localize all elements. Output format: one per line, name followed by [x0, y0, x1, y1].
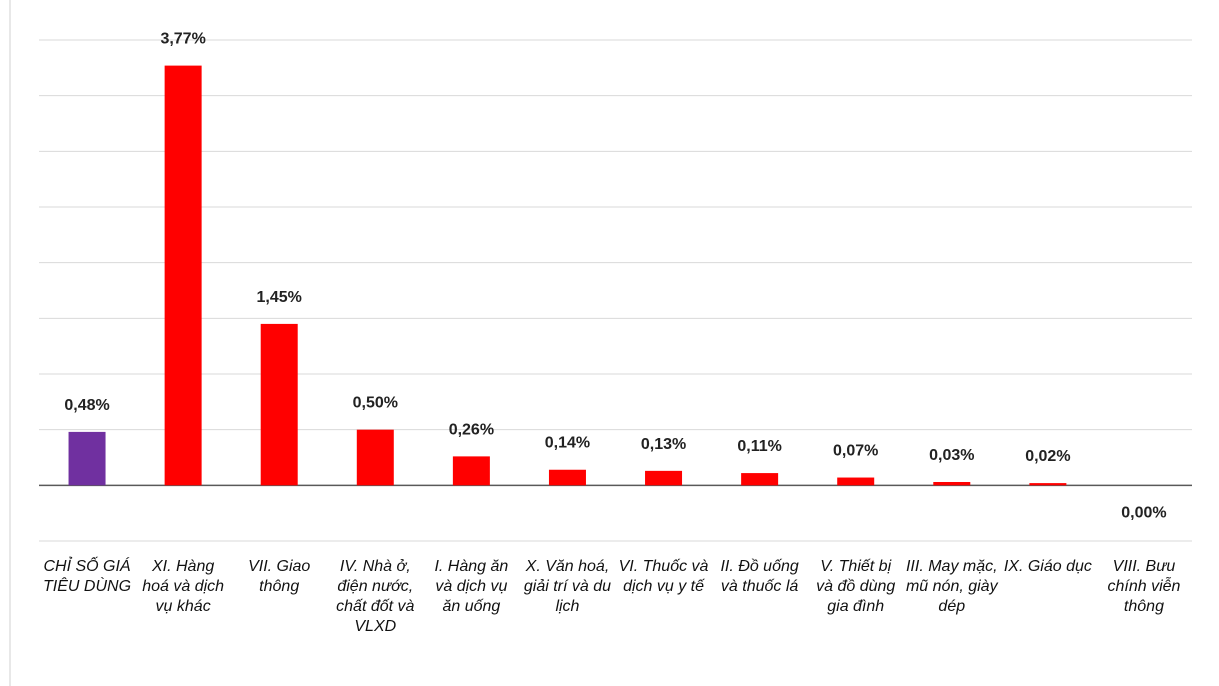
value-label: 0,02%: [1025, 448, 1070, 465]
bar: [837, 477, 875, 486]
bar: [1029, 483, 1067, 486]
bar: [933, 481, 971, 486]
bar: [548, 469, 586, 486]
value-label: 1,45%: [257, 289, 302, 306]
value-label: 0,03%: [929, 447, 974, 464]
x-tick-label: VII. Giao thông: [248, 558, 311, 595]
x-tick-label: VI. Thuốc và dịch vụ y tế: [618, 558, 709, 595]
x-tick-label: CHỈ SỐ GIÁ TIÊU DÙNG: [43, 558, 132, 595]
bar: [452, 456, 490, 486]
value-label: 0,26%: [449, 421, 494, 438]
x-tick-label: II. Đồ uống và thuốc lá: [720, 558, 799, 595]
x-tick-label: IV. Nhà ở, điện nước, chất đốt và VLXD: [336, 558, 415, 635]
x-tick-label: V. Thiết bị và đồ dùng gia đình: [816, 558, 896, 615]
value-label: 0,14%: [545, 435, 590, 452]
value-label: 0,50%: [353, 395, 398, 412]
value-label: 3,77%: [160, 31, 205, 48]
x-tick-label: VIII. Bưu chính viễn thông: [1107, 558, 1181, 615]
value-label: 0,07%: [833, 443, 878, 460]
x-tick-label: XI. Hàng hoá và dịch vụ khác: [142, 558, 225, 615]
value-label: 0,00%: [1121, 504, 1166, 521]
bar: [68, 431, 106, 486]
value-label: 0,11%: [737, 438, 781, 455]
x-tick-label: III. May mặc, mũ nón, giày dép: [905, 558, 998, 615]
value-label: 0,13%: [641, 436, 686, 453]
bar: [260, 323, 298, 486]
x-tick-label: X. Văn hoá, giải trí và du lịch: [523, 558, 612, 615]
x-tick-label: I. Hàng ăn và dịch vụ ăn uống: [434, 558, 509, 615]
bar: [645, 470, 683, 486]
bar: [356, 429, 394, 486]
value-label: 0,48%: [64, 397, 109, 414]
bar: [741, 473, 779, 486]
bar: [164, 65, 202, 486]
x-tick-label: IX. Giáo dục: [1003, 558, 1092, 575]
